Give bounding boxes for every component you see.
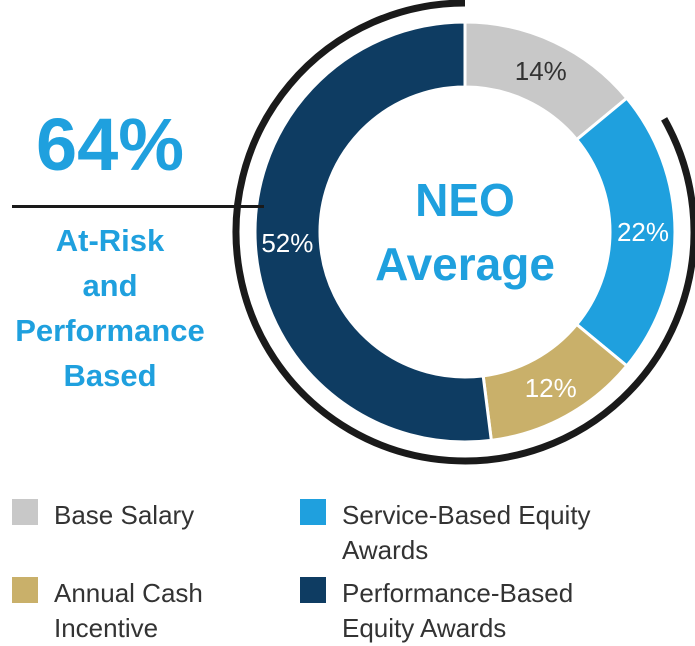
legend-swatch — [12, 577, 38, 603]
slice-label: 22% — [617, 217, 669, 247]
legend-item-performance-based-equity: Performance-Based Equity Awards — [300, 576, 573, 646]
legend-label-line: Performance-Based — [342, 576, 573, 611]
legend-swatch — [300, 499, 326, 525]
legend-label-line: Service-Based Equity — [342, 498, 591, 533]
at-risk-label: At-Risk and Performance Based — [0, 218, 220, 398]
at-risk-label-line: At-Risk — [0, 218, 220, 263]
callout-divider — [12, 205, 264, 208]
at-risk-label-line: Performance — [0, 308, 220, 353]
legend-label: Base Salary — [54, 498, 194, 533]
slice-label: 12% — [525, 373, 577, 403]
legend-item-annual-cash-incentive: Annual Cash Incentive — [12, 576, 203, 646]
legend-label: Annual Cash Incentive — [54, 576, 203, 646]
legend-swatch — [300, 577, 326, 603]
at-risk-label-line: Based — [0, 353, 220, 398]
slice-label: 14% — [515, 56, 567, 86]
legend-label-line: Incentive — [54, 611, 203, 646]
legend-label-line: Base Salary — [54, 498, 194, 533]
slice-label: 52% — [261, 228, 313, 258]
legend-label: Performance-Based Equity Awards — [342, 576, 573, 646]
at-risk-label-line: and — [0, 263, 220, 308]
legend-label-line: Annual Cash — [54, 576, 203, 611]
center-label-line: Average — [375, 238, 555, 290]
at-risk-percentage: 64% — [0, 108, 220, 182]
legend-label-line: Awards — [342, 533, 591, 568]
legend-item-service-based-equity: Service-Based Equity Awards — [300, 498, 591, 568]
legend-label-line: Equity Awards — [342, 611, 573, 646]
legend-label: Service-Based Equity Awards — [342, 498, 591, 568]
legend-item-base-salary: Base Salary — [12, 498, 194, 533]
legend-swatch — [12, 499, 38, 525]
center-label-line: NEO — [415, 174, 515, 226]
